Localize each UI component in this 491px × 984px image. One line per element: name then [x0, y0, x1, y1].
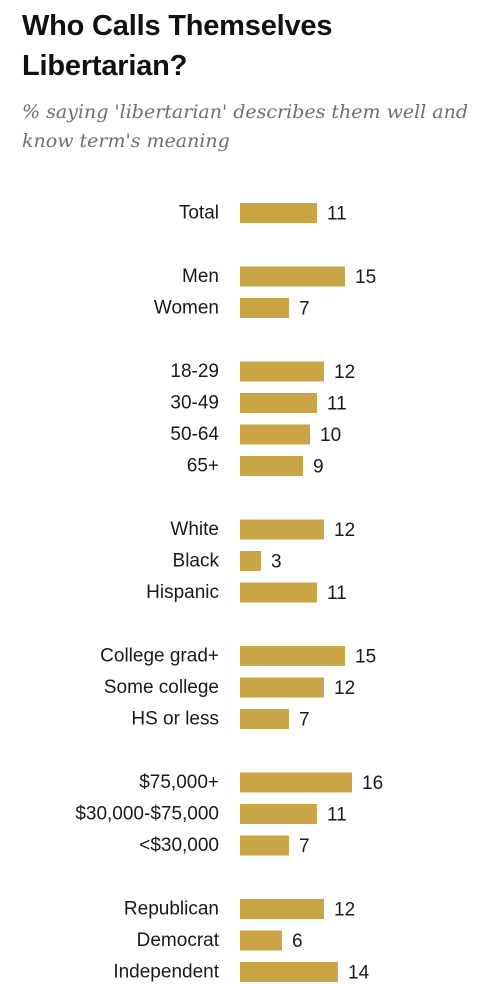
category-label: Republican	[124, 899, 219, 920]
category-label: HS or less	[131, 709, 219, 730]
category-label: Men	[182, 266, 219, 287]
data-label: 12	[334, 362, 355, 383]
category-label: Women	[154, 298, 219, 319]
bar	[240, 804, 317, 824]
data-label: 7	[299, 710, 310, 731]
bar	[240, 393, 317, 413]
bar	[240, 899, 324, 919]
data-label: 16	[362, 773, 383, 794]
data-label: 15	[355, 267, 376, 288]
category-label: Total	[179, 203, 219, 224]
data-label: 12	[334, 900, 355, 921]
chart-title: Who Calls Themselves Libertarian?	[22, 10, 333, 82]
category-label: 18-29	[170, 361, 219, 382]
category-label: Some college	[104, 677, 219, 698]
bar	[240, 266, 345, 287]
data-label: 11	[327, 394, 347, 415]
bar	[240, 646, 345, 666]
data-label: 10	[320, 425, 341, 446]
chart-subtitle: % saying 'libertarian' describes them we…	[22, 101, 468, 152]
bar	[240, 962, 338, 982]
bar	[240, 519, 324, 540]
bar	[240, 930, 282, 951]
bar	[240, 582, 317, 603]
category-label: Black	[173, 551, 220, 572]
data-label: 11	[327, 204, 347, 225]
category-label: Hispanic	[146, 582, 219, 603]
bar	[240, 424, 310, 445]
bar	[240, 361, 324, 382]
bar	[240, 709, 289, 729]
bar	[240, 456, 303, 476]
category-label: 65+	[187, 456, 219, 477]
bar	[240, 677, 324, 698]
data-label: 12	[334, 520, 355, 541]
bar	[240, 203, 317, 223]
category-label: Democrat	[137, 930, 220, 951]
data-label: 7	[299, 299, 310, 320]
data-label: 9	[313, 457, 324, 478]
bar	[240, 298, 289, 318]
data-label: 12	[334, 678, 355, 699]
category-label: 30-49	[170, 393, 219, 414]
bar	[240, 551, 261, 571]
category-label: $30,000-$75,000	[75, 804, 219, 825]
category-label: $75,000+	[139, 772, 219, 793]
data-label: 6	[292, 931, 303, 952]
category-label: <$30,000	[139, 835, 219, 856]
category-label: White	[170, 519, 219, 540]
category-label: College grad+	[100, 646, 219, 667]
data-label: 14	[348, 963, 370, 984]
category-label: 50-64	[170, 424, 219, 445]
data-label: 15	[355, 647, 376, 668]
bar	[240, 835, 289, 856]
bar	[240, 772, 352, 793]
category-label: Independent	[113, 962, 219, 983]
data-label: 7	[299, 836, 310, 857]
data-label: 3	[271, 552, 282, 573]
data-label: 11	[327, 583, 347, 604]
data-label: 11	[327, 805, 347, 826]
